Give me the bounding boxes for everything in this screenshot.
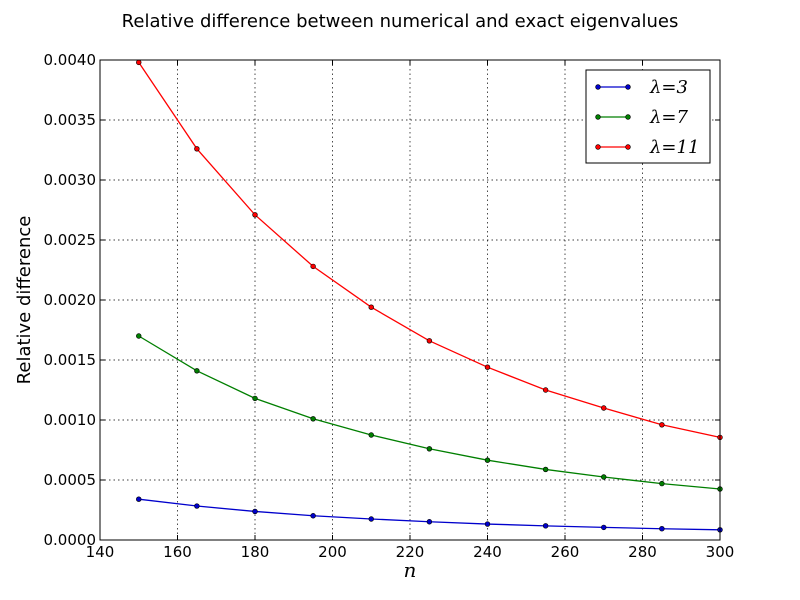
data-point (426, 519, 433, 525)
y-tick-label: 0.0025 (44, 231, 97, 249)
legend-item: λ=3 (595, 77, 688, 98)
data-point (484, 457, 491, 463)
x-axis-label: n (404, 558, 417, 582)
legend-marker (625, 144, 631, 150)
data-point (368, 432, 374, 438)
data-point (310, 416, 316, 422)
x-tick-label: 260 (551, 543, 580, 561)
x-tick-label: 300 (706, 543, 735, 561)
y-tick-label: 0.0040 (44, 51, 97, 69)
data-point (194, 503, 200, 509)
data-point (368, 304, 374, 310)
data-point (601, 405, 607, 411)
chart-title: Relative difference between numerical an… (122, 11, 679, 32)
data-point (368, 516, 374, 522)
data-point (659, 526, 665, 532)
x-tick-label: 200 (318, 543, 347, 561)
data-point (136, 59, 142, 66)
legend-label: λ=11 (649, 137, 699, 158)
x-tick-label: 160 (163, 543, 192, 561)
x-tick-label: 140 (86, 543, 115, 561)
series-0 (136, 496, 723, 533)
legend-marker (625, 114, 631, 120)
data-point (484, 521, 491, 527)
y-tick-label: 0.0030 (44, 171, 97, 189)
series-layer (136, 59, 723, 533)
y-tick-label: 0.0010 (44, 411, 97, 429)
legend-marker (595, 114, 601, 120)
legend-label: λ=3 (649, 77, 688, 98)
data-point (136, 333, 142, 339)
data-point (194, 368, 200, 374)
series-line (138, 335, 721, 490)
legend-marker (595, 84, 601, 90)
y-tick-label: 0.0020 (44, 291, 97, 309)
data-point (310, 513, 316, 519)
grid (100, 60, 720, 540)
data-point (659, 480, 665, 487)
data-point (310, 263, 316, 270)
data-point (659, 422, 665, 428)
y-tick-label: 0.0035 (44, 111, 97, 129)
data-point (601, 524, 607, 531)
x-tick-label: 180 (241, 543, 270, 561)
data-point (542, 387, 549, 393)
x-tick-label: 280 (628, 543, 657, 561)
data-point (252, 212, 258, 218)
data-point (542, 523, 549, 529)
legend-marker (595, 144, 601, 150)
data-point (601, 474, 607, 480)
data-point (426, 338, 433, 344)
axis-ticks (99, 59, 721, 541)
series-line (138, 498, 721, 531)
y-axis-label: Relative difference (14, 216, 35, 385)
legend-label: λ=7 (649, 107, 688, 128)
y-tick-labels: 0.0000 0.0005 0.0010 0.0015 0.0020 0.0025 0.00… (44, 51, 97, 549)
legend-item: λ=7 (595, 107, 688, 128)
data-point (426, 446, 433, 452)
y-tick-label: 0.0015 (44, 351, 97, 369)
series-2 (136, 59, 723, 441)
legend: λ=3 λ=7 λ=11 (585, 69, 711, 164)
legend-item: λ=11 (595, 137, 699, 158)
series-1 (136, 333, 723, 492)
data-point (252, 395, 258, 402)
data-point (194, 146, 200, 152)
x-tick-label: 220 (396, 543, 425, 561)
data-point (542, 466, 549, 473)
x-tick-labels: 140 160 180 200 220 240 260 280 300 (86, 543, 735, 561)
x-tick-label: 240 (473, 543, 502, 561)
y-tick-label: 0.0000 (44, 531, 97, 549)
data-point (484, 364, 491, 370)
data-point (252, 508, 258, 515)
legend-marker (625, 84, 631, 90)
data-point (136, 496, 142, 502)
y-tick-label: 0.0005 (44, 471, 97, 489)
